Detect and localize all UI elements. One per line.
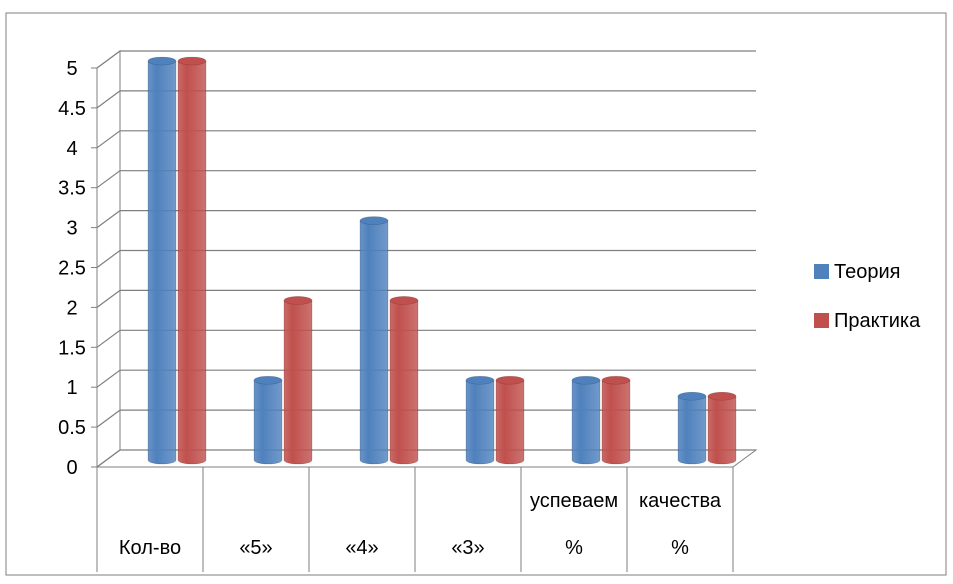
bar-body [707,395,737,465]
category-label: Кол-во [119,537,181,559]
bar-top [177,56,207,66]
legend-label: Практика [834,310,921,332]
gridline [96,329,756,348]
bar-body [389,300,419,465]
y-tick-label: 4.5 [58,98,86,120]
bar-teoriya [253,375,283,465]
y-tick-label: 0 [66,457,77,479]
bar-top [253,375,283,385]
bar-praktika [707,391,737,465]
bar-body [495,379,525,465]
bar-body [571,379,601,465]
bar-top [283,296,313,305]
bar-top [677,391,707,401]
legend-item-teoriya: Теория [814,261,900,283]
bar-teoriya [359,216,389,465]
bar-top [571,375,601,385]
gridline [96,369,756,388]
category-label: % [565,537,583,559]
bar-body [601,379,631,465]
gridline [96,210,756,229]
bar-body [177,60,207,465]
gridline [96,449,756,468]
bar-top [147,56,177,66]
bar-praktika [389,296,419,465]
bar-top [465,375,495,385]
bar-teoriya [677,391,707,465]
bar-top [707,391,737,401]
bars [147,56,737,465]
category-table: Кол-во «5» «4» «3» успеваем% качества% [96,467,734,572]
y-tick-label: 1.5 [58,337,86,359]
legend: Теория Практика [814,261,921,332]
y-tick-label: 3.5 [58,178,86,200]
category-label: успеваем [530,490,618,512]
bar-praktika [177,56,207,465]
gridline [96,50,756,69]
y-axis-ticks: 0 0.5 1 1.5 2 2.5 3 3.5 4 4.5 5 [58,58,97,479]
bar-praktika [601,375,631,465]
y-tick-label: 1 [66,377,77,399]
category-label: «5» [239,537,272,559]
gridline [96,249,756,268]
bar-body [283,300,313,465]
bar-top [601,375,631,385]
bar-praktika [495,375,525,465]
y-tick-label: 2 [66,297,77,319]
bar-body [677,395,707,465]
legend-swatch [814,264,829,279]
gridline [96,409,756,428]
y-tick-label: 5 [66,58,77,80]
y-tick-label: 4 [66,138,77,160]
bar-body [147,60,177,465]
bar-body [465,379,495,465]
bar-body [253,379,283,465]
legend-label: Теория [834,261,900,283]
legend-item-praktika: Практика [814,310,921,332]
category-label: качества [639,490,722,512]
bar-top [495,375,525,385]
category-label: «4» [345,537,378,559]
gridline [96,90,756,109]
y-tick-label: 2.5 [58,258,86,280]
gridlines [96,50,756,468]
gridline [96,170,756,189]
bar-teoriya [465,375,495,465]
bar-praktika [283,296,313,465]
bar-body [359,220,389,465]
bar-top [359,216,389,225]
y-tick-label: 0.5 [58,417,86,439]
bar-teoriya [147,56,177,465]
legend-swatch [814,313,829,328]
category-label: «3» [451,537,484,559]
gridline [96,130,756,149]
category-label: % [671,537,689,559]
y-tick-label: 3 [66,218,77,240]
gridline [96,289,756,308]
bar-teoriya [571,375,601,465]
chart-border [5,12,947,576]
bar-top [389,296,419,305]
